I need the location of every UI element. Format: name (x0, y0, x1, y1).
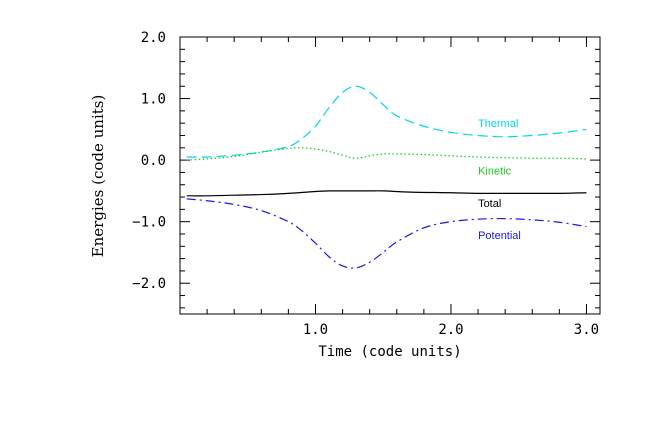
axis-ticks (180, 36, 600, 314)
series-label-thermal: Thermal (478, 118, 518, 130)
series-label-total: Total (478, 198, 501, 210)
series-line-potential (186, 198, 587, 269)
y-tick-label: −1.0 (132, 215, 166, 231)
series-labels: Thermal Kinetic Total Potential (478, 118, 521, 242)
y-tick-label: 1.0 (141, 92, 166, 108)
x-tick-label: 1.0 (303, 322, 328, 338)
plot-frame (179, 36, 601, 315)
y-tick-label: 2.0 (141, 30, 166, 46)
x-axis-label: Time (code units) (318, 344, 461, 360)
series-line-kinetic (186, 147, 587, 161)
x-tick-label: 3.0 (574, 322, 599, 338)
tick-labels: 1.0 2.0 3.0 2.0 1.0 0.0 −1.0 −2.0 (132, 30, 599, 338)
y-tick-label: 0.0 (141, 153, 166, 169)
y-tick-label: −2.0 (132, 276, 166, 292)
series-line-thermal (186, 85, 587, 158)
x-tick-label: 2.0 (438, 322, 463, 338)
series-label-kinetic: Kinetic (478, 166, 512, 178)
y-axis-label: Energies (code units) (89, 95, 107, 258)
series-lines (186, 85, 587, 269)
series-label-potential: Potential (478, 230, 521, 242)
series-line-total (186, 190, 587, 197)
